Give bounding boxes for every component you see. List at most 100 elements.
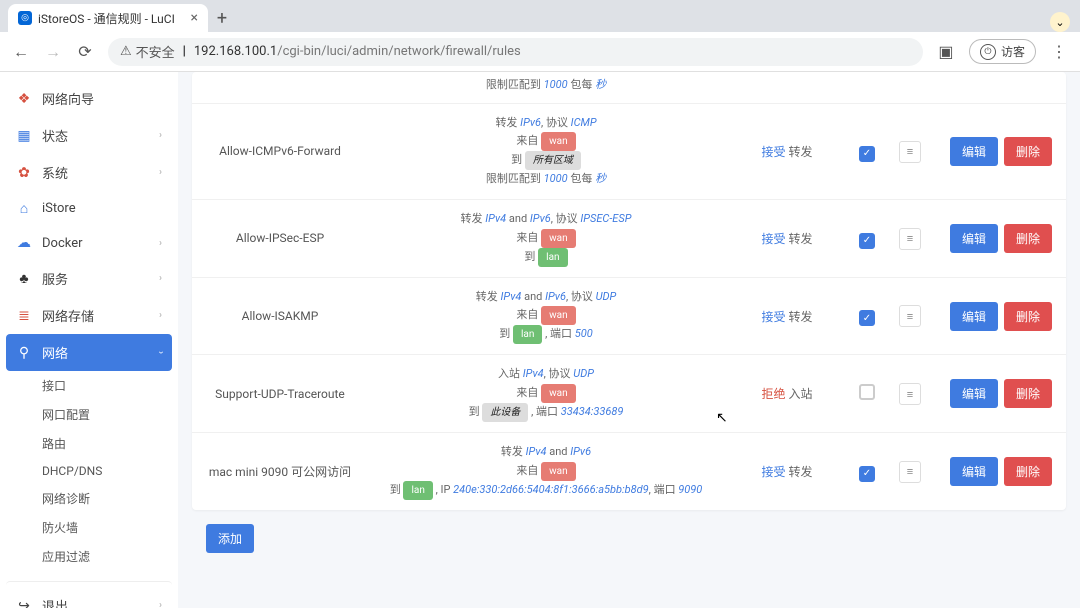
sidebar-label: 网络向导 (42, 89, 94, 108)
kebab-icon[interactable]: ⋮ (1050, 42, 1068, 61)
close-icon[interactable]: × (191, 10, 198, 26)
zone-badge: wan (541, 462, 575, 481)
sidebar-icon: ▦ (16, 128, 32, 144)
sidebar-sub-item[interactable]: DHCP/DNS (6, 458, 172, 484)
edit-button[interactable]: 编辑 (950, 137, 998, 166)
sidebar-item[interactable]: ☁ Docker › (6, 226, 172, 260)
tab-title: iStoreOS - 通信规则 - LuCI (38, 10, 185, 27)
zone-badge: lan (513, 325, 542, 344)
rule-desc: 转发 IPv4 and IPv6, 协议 UDP来自 wan到 lan , 端口… (360, 288, 732, 345)
delete-button[interactable]: 删除 (1004, 302, 1052, 331)
zone-badge: wan (541, 132, 575, 151)
drag-handle-icon[interactable]: ≡ (899, 141, 921, 163)
add-button[interactable]: 添加 (206, 524, 254, 553)
sidebar-icon: ⌂ (16, 200, 32, 217)
favicon-icon: ◎ (18, 11, 32, 25)
sidebar-icon: ☁ (16, 235, 32, 251)
drag-handle-icon[interactable]: ≡ (899, 228, 921, 250)
browser-menu-icon[interactable]: ⌄ (1050, 12, 1070, 32)
chevron-icon: › (159, 167, 162, 178)
sidebar-label: 状态 (42, 126, 68, 145)
page-actions: 保存并应用 ▾ 保存 复位 (192, 597, 1066, 608)
sidebar-sub-item[interactable]: 防火墙 (6, 513, 172, 542)
sidebar-icon: ✿ (16, 165, 32, 181)
delete-button[interactable]: 删除 (1004, 379, 1052, 408)
browser-tab-bar: ◎ iStoreOS - 通信规则 - LuCI × + ⌄ (0, 0, 1080, 32)
rule-name: Allow-IPSec-ESP (200, 231, 360, 245)
sidebar-item[interactable]: ⚲网络› (6, 334, 172, 371)
back-icon[interactable]: ← (12, 42, 30, 62)
enable-checkbox[interactable]: ✓ (859, 233, 875, 249)
chevron-icon: › (159, 310, 162, 321)
sidebar-label: 系统 (42, 163, 68, 182)
sidebar-item[interactable]: ≣网络存储› (6, 297, 172, 334)
rule-action: 接受 转发 (732, 143, 842, 160)
rule-name: Support-UDP-Traceroute (200, 387, 360, 401)
sidebar-label: iStore (42, 201, 76, 216)
forward-icon[interactable]: → (44, 42, 62, 62)
edit-button[interactable]: 编辑 (950, 302, 998, 331)
sidebar-sub-item[interactable]: 网口配置 (6, 400, 172, 429)
delete-button[interactable]: 删除 (1004, 137, 1052, 166)
chevron-icon: › (159, 238, 162, 249)
address-bar: ← → ⟳ ⚠ 不安全 | 192.168.100.1/cgi-bin/luci… (0, 32, 1080, 72)
drag-handle-icon[interactable]: ≡ (899, 383, 921, 405)
sidebar-sub-item[interactable]: 路由 (6, 429, 172, 458)
drag-handle-icon[interactable]: ≡ (899, 461, 921, 483)
sidebar-sub-item[interactable]: 应用过滤 (6, 542, 172, 571)
rule-name: Allow-ICMPv6-Forward (200, 144, 360, 158)
sidebar-label: 服务 (42, 269, 68, 288)
rule-desc: 限制匹配到 1000 包每 秒 (360, 76, 732, 95)
sidebar-icon: ♣ (16, 270, 32, 287)
sidebar-item[interactable]: ♣ 服务 › (6, 260, 172, 297)
guest-profile-button[interactable]: ⏻ 访客 (969, 39, 1036, 64)
sidebar-icon: ⚲ (16, 345, 32, 361)
rule-action: 接受 转发 (732, 230, 842, 247)
url-text: 192.168.100.1/cgi-bin/luci/admin/network… (194, 44, 521, 59)
rule-name: Allow-ISAKMP (200, 309, 360, 323)
enable-checkbox[interactable]: ✓ (859, 466, 875, 482)
sidebar-item[interactable]: ⌂ iStore (6, 191, 172, 226)
sidebar-icon: ❖ (16, 91, 32, 107)
enable-checkbox[interactable] (859, 384, 875, 400)
rule-name: mac mini 9090 可公网访问 (200, 463, 360, 480)
drag-handle-icon[interactable]: ≡ (899, 305, 921, 327)
browser-tab[interactable]: ◎ iStoreOS - 通信规则 - LuCI × (8, 4, 208, 32)
main-content: 限制匹配到 1000 包每 秒 Allow-ICMPv6-Forward 转发 … (178, 72, 1080, 608)
rule-desc: 转发 IPv4 and IPv6来自 wan到 lan , IP 240e:33… (360, 443, 732, 500)
sidebar-item[interactable]: ✿ 系统 › (6, 154, 172, 191)
zone-badge: lan (538, 248, 567, 267)
rule-desc: 转发 IPv6, 协议 ICMP来自 wan到 所有区域限制匹配到 1000 包… (360, 114, 732, 189)
chevron-icon: › (159, 273, 162, 284)
edit-button[interactable]: 编辑 (950, 224, 998, 253)
rule-action: 接受 转发 (732, 463, 842, 480)
panel-icon[interactable]: ▣ (937, 42, 955, 61)
zone-badge: lan (403, 481, 432, 500)
url-input[interactable]: ⚠ 不安全 | 192.168.100.1/cgi-bin/luci/admin… (108, 38, 923, 66)
chevron-icon: › (159, 600, 162, 608)
rule-row: Allow-IPSec-ESP 转发 IPv4 and IPv6, 协议 IPS… (192, 200, 1066, 278)
sidebar-item[interactable]: ❖ 网络向导 (6, 80, 172, 117)
rule-row: Allow-ICMPv6-Forward 转发 IPv6, 协议 ICMP来自 … (192, 104, 1066, 200)
zone-badge: 此设备 (482, 403, 528, 422)
sidebar-item-exit[interactable]: ↪退出› (6, 581, 172, 608)
rules-table: 限制匹配到 1000 包每 秒 Allow-ICMPv6-Forward 转发 … (192, 72, 1066, 510)
zone-badge: 所有区域 (525, 151, 581, 170)
enable-checkbox[interactable]: ✓ (859, 146, 875, 162)
sidebar-label: 网络存储 (42, 306, 94, 325)
rule-row: mac mini 9090 可公网访问 转发 IPv4 and IPv6来自 w… (192, 433, 1066, 510)
edit-button[interactable]: 编辑 (950, 457, 998, 486)
enable-checkbox[interactable]: ✓ (859, 310, 875, 326)
sidebar-label: Docker (42, 236, 83, 251)
sidebar-sub-item[interactable]: 网络诊断 (6, 484, 172, 513)
delete-button[interactable]: 删除 (1004, 224, 1052, 253)
sidebar-sub-item[interactable]: 接口 (6, 371, 172, 400)
edit-button[interactable]: 编辑 (950, 379, 998, 408)
rule-action: 拒绝 入站 (732, 385, 842, 402)
new-tab-button[interactable]: + (208, 4, 236, 32)
reload-icon[interactable]: ⟳ (76, 42, 94, 61)
chevron-icon: › (155, 351, 166, 354)
rule-action: 接受 转发 (732, 308, 842, 325)
delete-button[interactable]: 删除 (1004, 457, 1052, 486)
sidebar-item[interactable]: ▦状态› (6, 117, 172, 154)
